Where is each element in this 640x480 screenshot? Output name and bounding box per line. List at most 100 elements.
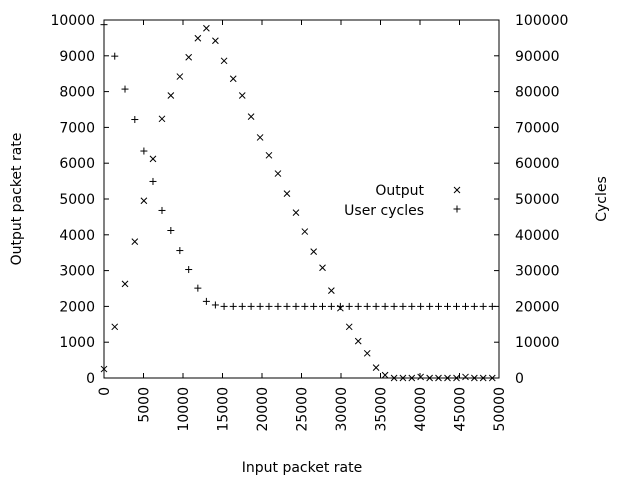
point-output [111,323,119,331]
point-user-cycles [220,302,228,310]
plot-frame [103,19,500,379]
x-tick-label: 25000 [295,387,311,432]
y2-tick-label: 50000 [515,192,560,208]
point-user-cycles [158,206,166,214]
point-user-cycles [310,302,318,310]
point-output [158,115,166,123]
point-output [319,264,326,272]
y-axis-left-ticks: 0 1000 2000 3000 4000 5000 6000 7000 8000 9000 100… [50,13,109,387]
point-output [265,151,273,159]
point-output [390,374,398,382]
point-output [167,92,175,99]
point-output [453,374,460,382]
y2-tick-label: 10000 [515,335,560,351]
point-user-cycles [265,302,273,310]
point-user-cycles [354,302,362,310]
y-tick-label: 2000 [59,299,95,315]
point-user-cycles [140,147,148,155]
point-user-cycles [176,247,184,255]
x-tick-label: 10000 [176,387,192,432]
y2-axis-title: Cycles [594,176,610,222]
point-output [310,248,318,255]
x-axis-title: Input packet rate [242,460,362,476]
series-output-points [100,24,496,382]
point-user-cycles [363,302,371,310]
legend-marker-user-cycles [453,205,461,213]
y-tick-label: 3000 [59,264,95,280]
point-output [185,53,193,61]
point-user-cycles [301,302,309,310]
point-output [121,280,129,288]
point-output [131,238,139,245]
point-user-cycles [211,301,219,309]
legend: Output User cycles [344,183,461,219]
point-user-cycles [194,284,202,292]
point-user-cycles [111,52,119,60]
x-tick-label: 35000 [374,387,390,432]
x-tick-label: 30000 [334,387,350,432]
point-output [194,34,202,42]
y2-tick-label: 0 [515,371,524,387]
y-tick-label: 6000 [59,156,95,172]
y2-tick-label: 30000 [515,264,560,280]
y2-tick-label: 20000 [515,299,560,315]
legend-marker-output [453,186,461,194]
point-output [354,337,362,345]
y-axis-title: Output packet rate [9,133,25,266]
x-tick-label: 50000 [492,387,508,432]
x-tick-label: 40000 [413,387,429,432]
point-user-cycles [479,302,487,310]
point-user-cycles [390,302,398,310]
x-tick-label: 20000 [255,387,271,432]
point-user-cycles [443,302,451,310]
point-user-cycles [238,302,246,310]
point-user-cycles [452,302,460,310]
x-tick-label: 45000 [453,387,469,432]
point-output [417,373,424,381]
point-user-cycles [256,302,264,310]
point-user-cycles [434,302,442,310]
point-output [399,374,407,382]
x-tick-label: 0 [97,387,113,396]
point-user-cycles [372,302,380,310]
y-tick-label: 8000 [59,85,95,101]
point-user-cycles [185,266,193,274]
y2-tick-label: 60000 [515,156,560,172]
point-output [140,197,148,205]
point-user-cycles [417,302,425,310]
series-user-cycles-points [100,21,496,310]
point-output [444,374,451,382]
point-output [363,349,371,357]
point-output [149,155,157,163]
y-tick-label: 7000 [59,120,95,136]
point-user-cycles [345,302,353,310]
point-user-cycles [274,302,282,310]
y2-tick-label: 90000 [515,49,560,65]
point-user-cycles [381,302,389,310]
legend-label-user-cycles: User cycles [344,203,424,219]
y-tick-label: 0 [86,371,95,387]
point-output [283,190,291,197]
x-tick-label: 15000 [216,387,232,432]
point-user-cycles [100,21,108,29]
y-tick-label: 1000 [59,335,95,351]
point-output [345,323,353,331]
legend-label-output: Output [375,183,424,199]
point-output [426,374,433,382]
point-output [229,75,237,83]
point-output [176,73,184,80]
y2-tick-label: 70000 [515,120,560,136]
point-output [212,37,219,45]
y2-tick-label: 40000 [515,228,560,244]
y-axis-right-ticks: 0 10000 20000 30000 40000 50000 60000 70000 8000… [494,13,568,387]
point-output [462,373,469,381]
y-tick-label: 9000 [59,49,95,65]
point-user-cycles [292,302,300,310]
point-user-cycles [336,302,344,310]
y-tick-label: 4000 [59,228,95,244]
point-user-cycles [247,302,255,310]
point-user-cycles [470,302,478,310]
point-user-cycles [149,177,157,185]
point-user-cycles [229,302,237,310]
point-user-cycles [121,85,129,93]
